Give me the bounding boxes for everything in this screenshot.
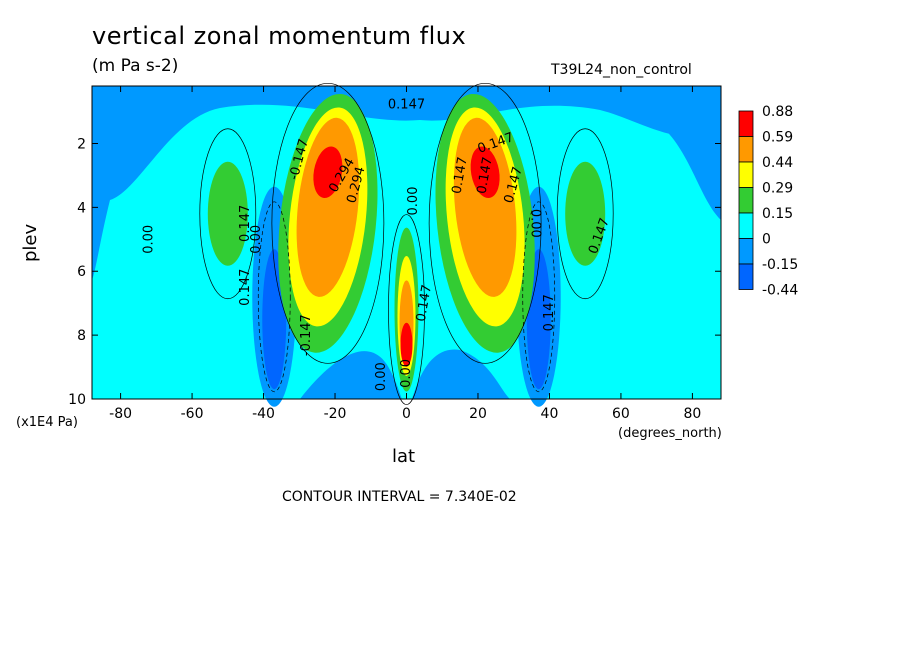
contour-label: 0.00 <box>406 187 421 216</box>
x-tick-label: 80 <box>683 406 701 422</box>
contour-line-0 <box>199 128 257 300</box>
x-axis-unit: (degrees_north) <box>618 426 722 441</box>
y-tick-label: 4 <box>77 200 86 216</box>
legend-label: 0.15 <box>762 206 793 222</box>
legend-label: 0.88 <box>762 104 793 120</box>
contour-label: 0.00 <box>249 225 264 254</box>
contour-label: 0.147 <box>238 269 253 306</box>
y-axis-ticks: 2 4 6 8 10 <box>68 136 721 408</box>
x-tick-label: 0 <box>402 406 411 422</box>
contour-label: 0.00 <box>399 359 414 388</box>
y-axis-label: plev <box>20 223 41 262</box>
x-tick-label: -40 <box>252 406 275 422</box>
jet-max-right <box>470 146 500 198</box>
legend-swatch <box>738 110 754 137</box>
contour-label: 0.147 <box>475 156 496 195</box>
negative-region-bottom-left <box>300 351 402 399</box>
contour-lines <box>199 82 614 405</box>
contour-label: -0.147 <box>299 314 314 356</box>
legend-swatch <box>738 161 754 188</box>
x-axis-ticks: -80 -60 -40 -20 0 20 40 60 80 <box>109 86 701 422</box>
legend-label: 0.59 <box>762 130 793 146</box>
y-tick-label: 6 <box>77 264 86 280</box>
legend-swatch <box>738 212 754 239</box>
contour-label: 0.00 <box>142 225 157 254</box>
contour-line-1 <box>556 128 614 300</box>
x-tick-label: -80 <box>109 406 132 422</box>
negative-band-right <box>640 86 721 220</box>
contour-line-3 <box>428 82 542 364</box>
chart-units: (m Pa s-2) <box>92 56 179 76</box>
positive-lobe-right <box>565 161 606 266</box>
legend-swatch <box>738 238 754 265</box>
contour-label: 0.147 <box>542 294 557 331</box>
legend-swatch <box>738 263 754 290</box>
dashed-contour-0 <box>257 201 291 393</box>
contour-interval-note: CONTOUR INTERVAL = 7.340E-02 <box>282 489 517 505</box>
x-tick-label: 20 <box>469 406 487 422</box>
legend-swatch <box>738 136 754 163</box>
contour-fills <box>92 86 721 407</box>
color-legend: 0.88 0.59 0.44 0.29 0.15 0 -0.15 -0.44 <box>738 104 798 299</box>
x-tick-label: 40 <box>541 406 559 422</box>
legend-label: -0.44 <box>762 283 798 299</box>
legend-label: 0.44 <box>762 155 793 171</box>
legend-label: 0 <box>762 232 771 248</box>
equatorial-max <box>400 322 413 367</box>
jet-orange-left <box>296 117 360 297</box>
x-tick-label: -20 <box>324 406 347 422</box>
contour-label: 0.147 <box>238 205 253 242</box>
legend-label: 0.29 <box>762 181 793 197</box>
contour-label: 0.147 <box>388 98 425 113</box>
x-tick-label: -60 <box>181 406 204 422</box>
jet-orange-right <box>453 117 517 297</box>
contour-line-2 <box>271 82 385 364</box>
dashed-contour-1 <box>522 201 556 393</box>
legend-label: -0.15 <box>762 257 798 273</box>
positive-lobe-left <box>207 161 248 266</box>
x-tick-label: 60 <box>612 406 630 422</box>
y-axis-unit: (x1E4 Pa) <box>16 415 78 430</box>
negative-region-bottom-right <box>412 349 510 399</box>
y-tick-label: 2 <box>77 136 86 152</box>
legend-swatch <box>738 187 754 214</box>
jet-max-left <box>313 146 343 198</box>
contour-label: 0.147 <box>449 156 470 195</box>
y-tick-label: 10 <box>68 392 86 408</box>
chart-title: vertical zonal momentum flux <box>92 22 467 50</box>
contour-line-4 <box>388 214 425 405</box>
run-label: T39L24_non_control <box>551 62 692 78</box>
x-axis-label: lat <box>392 446 416 467</box>
contour-label: 0.147 <box>414 284 435 323</box>
contour-label: 0.00 <box>528 209 543 238</box>
y-tick-label: 8 <box>77 328 86 344</box>
contour-label: 0.00 <box>374 362 389 391</box>
